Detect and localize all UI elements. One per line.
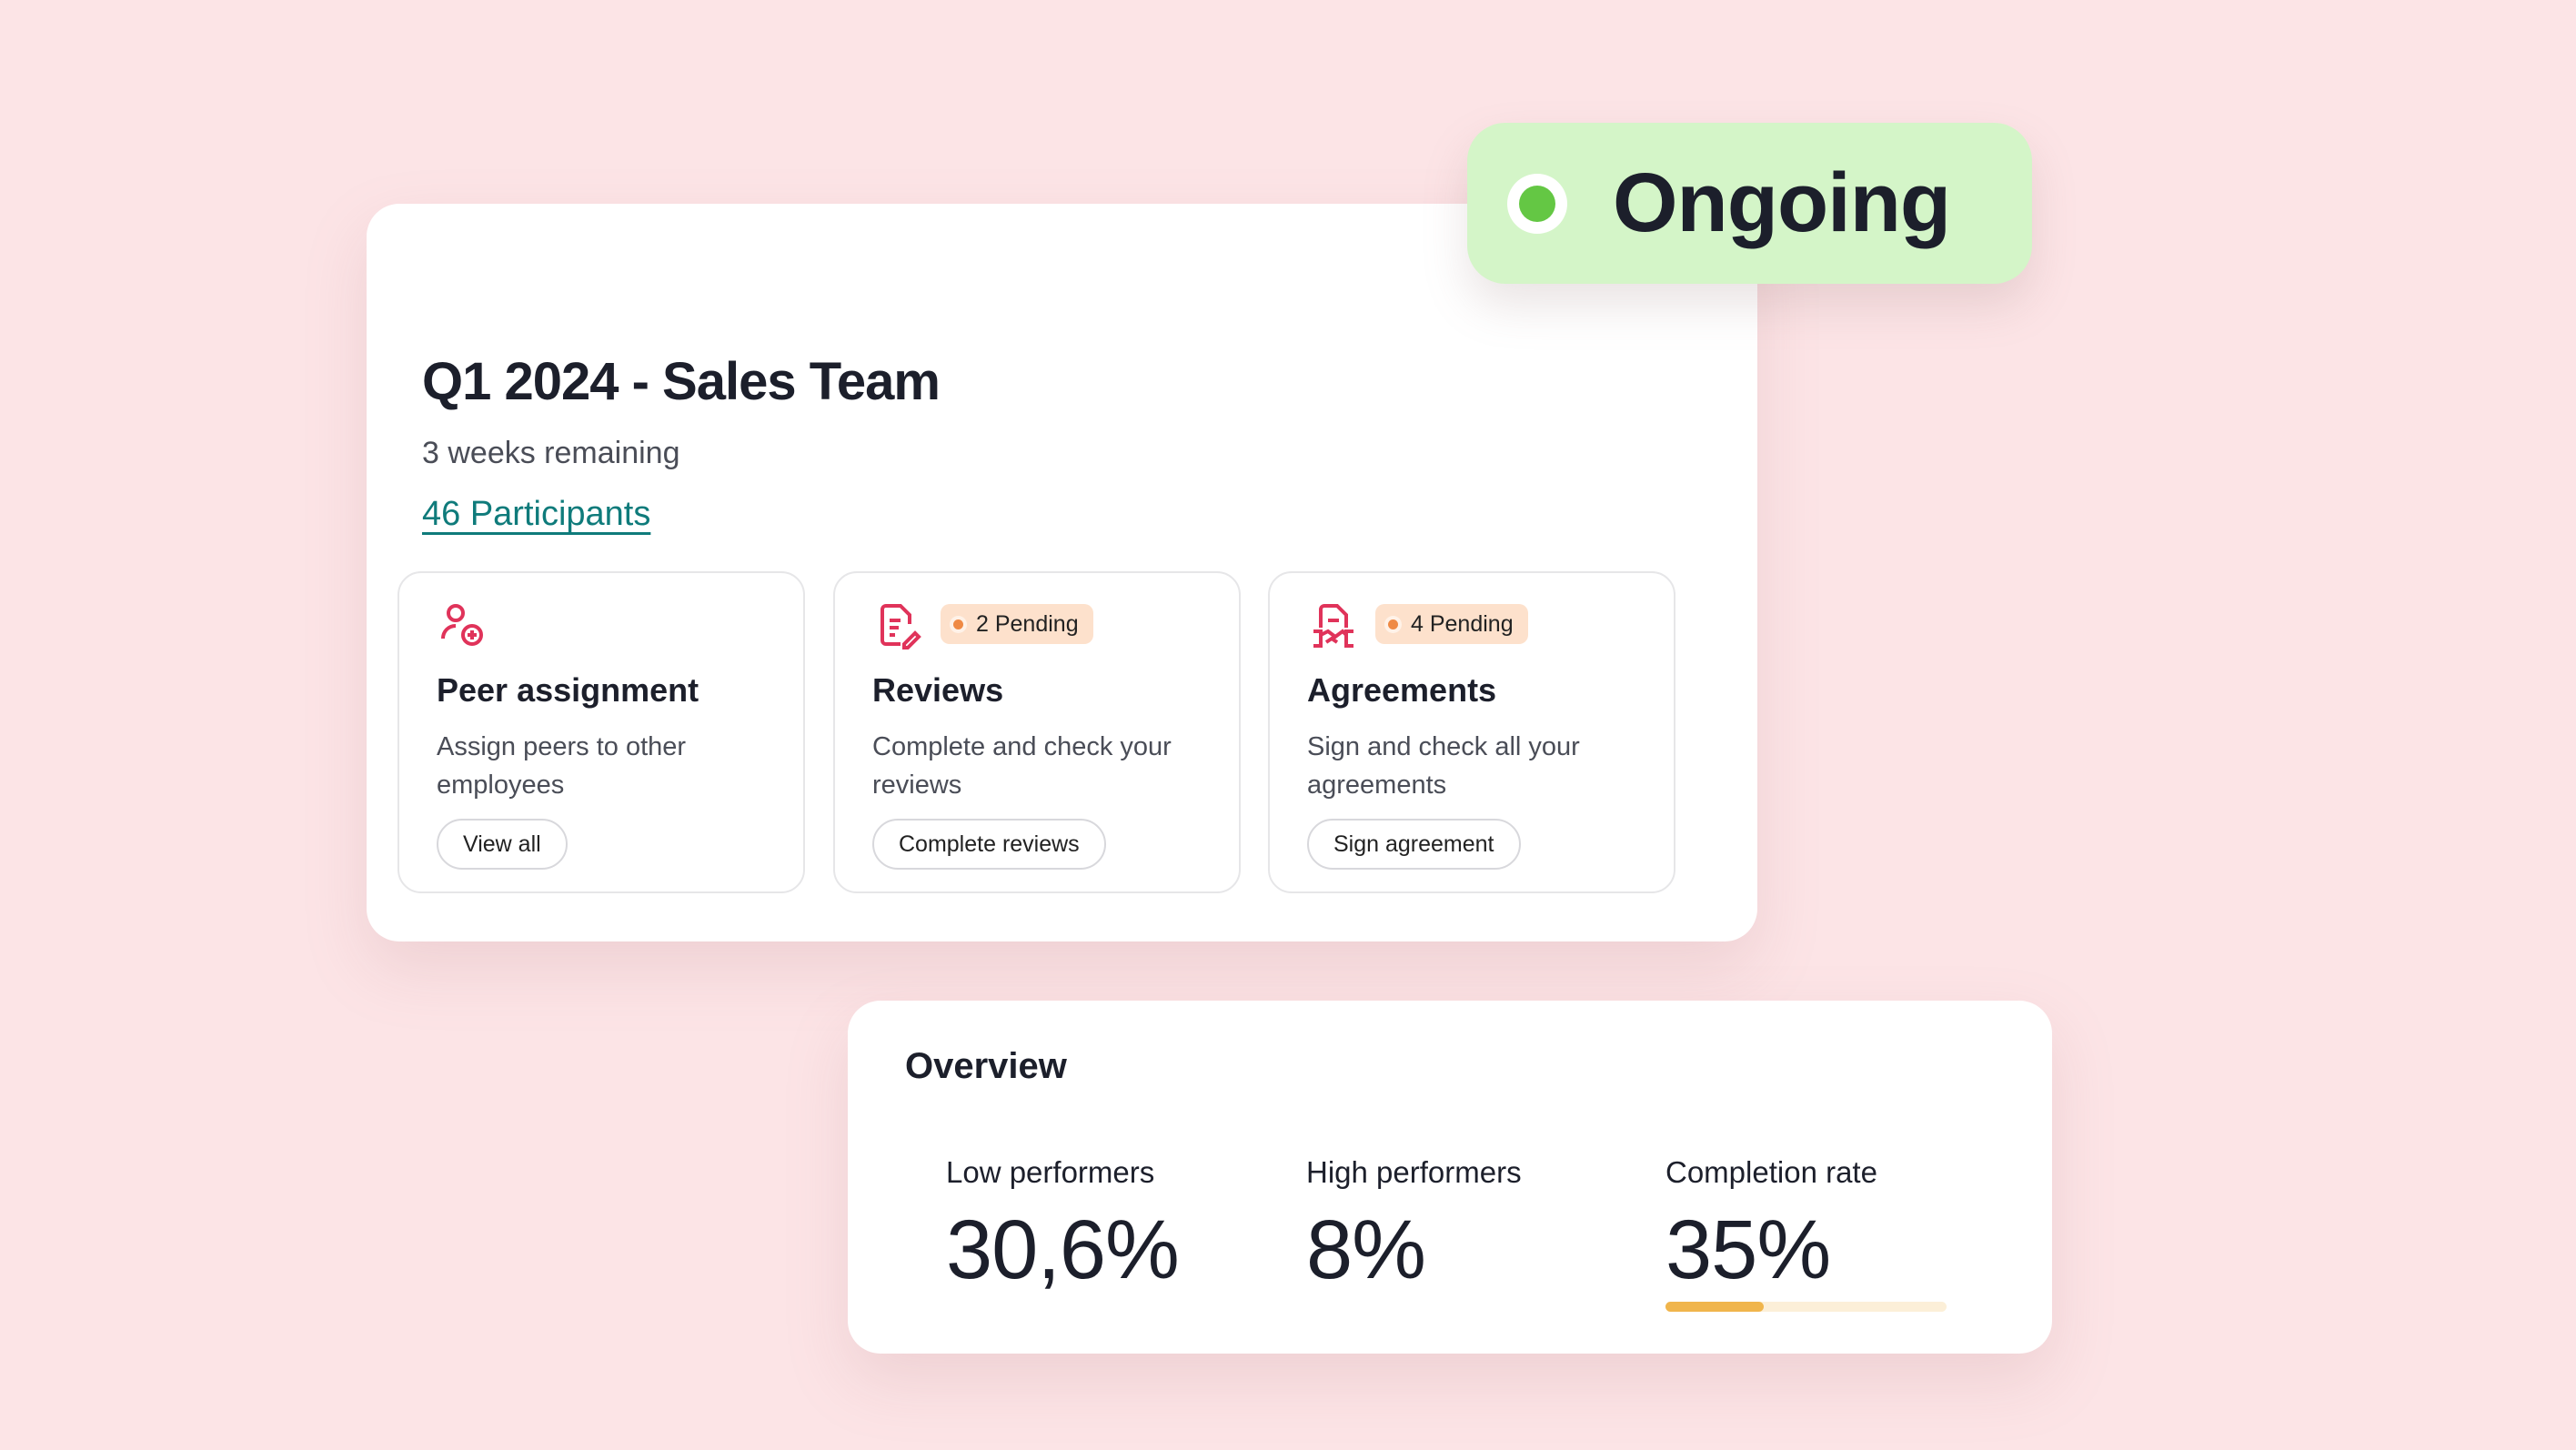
pending-count: 4 Pending bbox=[1411, 610, 1514, 637]
stat-label: High performers bbox=[1306, 1155, 1522, 1189]
pending-count: 2 Pending bbox=[976, 610, 1079, 637]
reviews-card: 2 Pending Reviews Complete and check you… bbox=[833, 571, 1241, 893]
stat-label: Completion rate bbox=[1665, 1155, 1877, 1189]
stat-low-performers: Low performers 30,6% bbox=[946, 1155, 1180, 1298]
document-edit-icon bbox=[880, 604, 921, 649]
completion-progress-bar bbox=[1665, 1302, 1947, 1312]
agreements-card: 4 Pending Agreements Sign and check all … bbox=[1268, 571, 1675, 893]
stat-label: Low performers bbox=[946, 1155, 1155, 1189]
card-description: Assign peers to other employees bbox=[437, 732, 687, 800]
stat-value: 35% bbox=[1665, 1203, 1831, 1296]
view-all-button[interactable]: View all bbox=[437, 819, 568, 870]
stat-completion-rate: Completion rate 35% bbox=[1665, 1155, 1877, 1298]
peer-assignment-card: Peer assignment Assign peers to other em… bbox=[397, 571, 805, 893]
status-dot-icon bbox=[1507, 173, 1567, 234]
completion-progress-fill bbox=[1665, 1302, 1765, 1312]
stat-value: 30,6% bbox=[946, 1203, 1180, 1296]
pending-badge: 2 Pending bbox=[941, 604, 1093, 644]
user-plus-icon bbox=[441, 604, 483, 646]
complete-reviews-button[interactable]: Complete reviews bbox=[872, 819, 1106, 870]
sign-agreement-button[interactable]: Sign agreement bbox=[1307, 819, 1521, 870]
card-description: Complete and check your reviews bbox=[872, 732, 1172, 800]
card-title: Peer assignment bbox=[437, 671, 699, 709]
stat-high-performers: High performers 8% bbox=[1306, 1155, 1522, 1298]
status-label: Ongoing bbox=[1613, 156, 1951, 249]
pending-dot-icon bbox=[953, 619, 963, 629]
review-cycle-card: Q1 2024 - Sales Team 3 weeks remaining 4… bbox=[367, 204, 1757, 941]
card-title: Agreements bbox=[1307, 671, 1497, 709]
card-description: Sign and check all your agreements bbox=[1307, 732, 1580, 800]
overview-title: Overview bbox=[905, 1046, 1067, 1086]
stat-value: 8% bbox=[1306, 1203, 1426, 1296]
status-badge: Ongoing bbox=[1467, 123, 2032, 284]
participants-link[interactable]: 46 Participants bbox=[422, 495, 651, 533]
handshake-document-icon bbox=[1313, 604, 1353, 648]
card-title: Reviews bbox=[872, 671, 1004, 709]
pending-badge: 4 Pending bbox=[1375, 604, 1528, 644]
pending-dot-icon bbox=[1388, 619, 1398, 629]
overview-card: Overview Low performers 30,6% High perfo… bbox=[848, 1001, 2052, 1354]
time-remaining: 3 weeks remaining bbox=[422, 436, 680, 470]
cycle-title: Q1 2024 - Sales Team bbox=[422, 352, 941, 411]
